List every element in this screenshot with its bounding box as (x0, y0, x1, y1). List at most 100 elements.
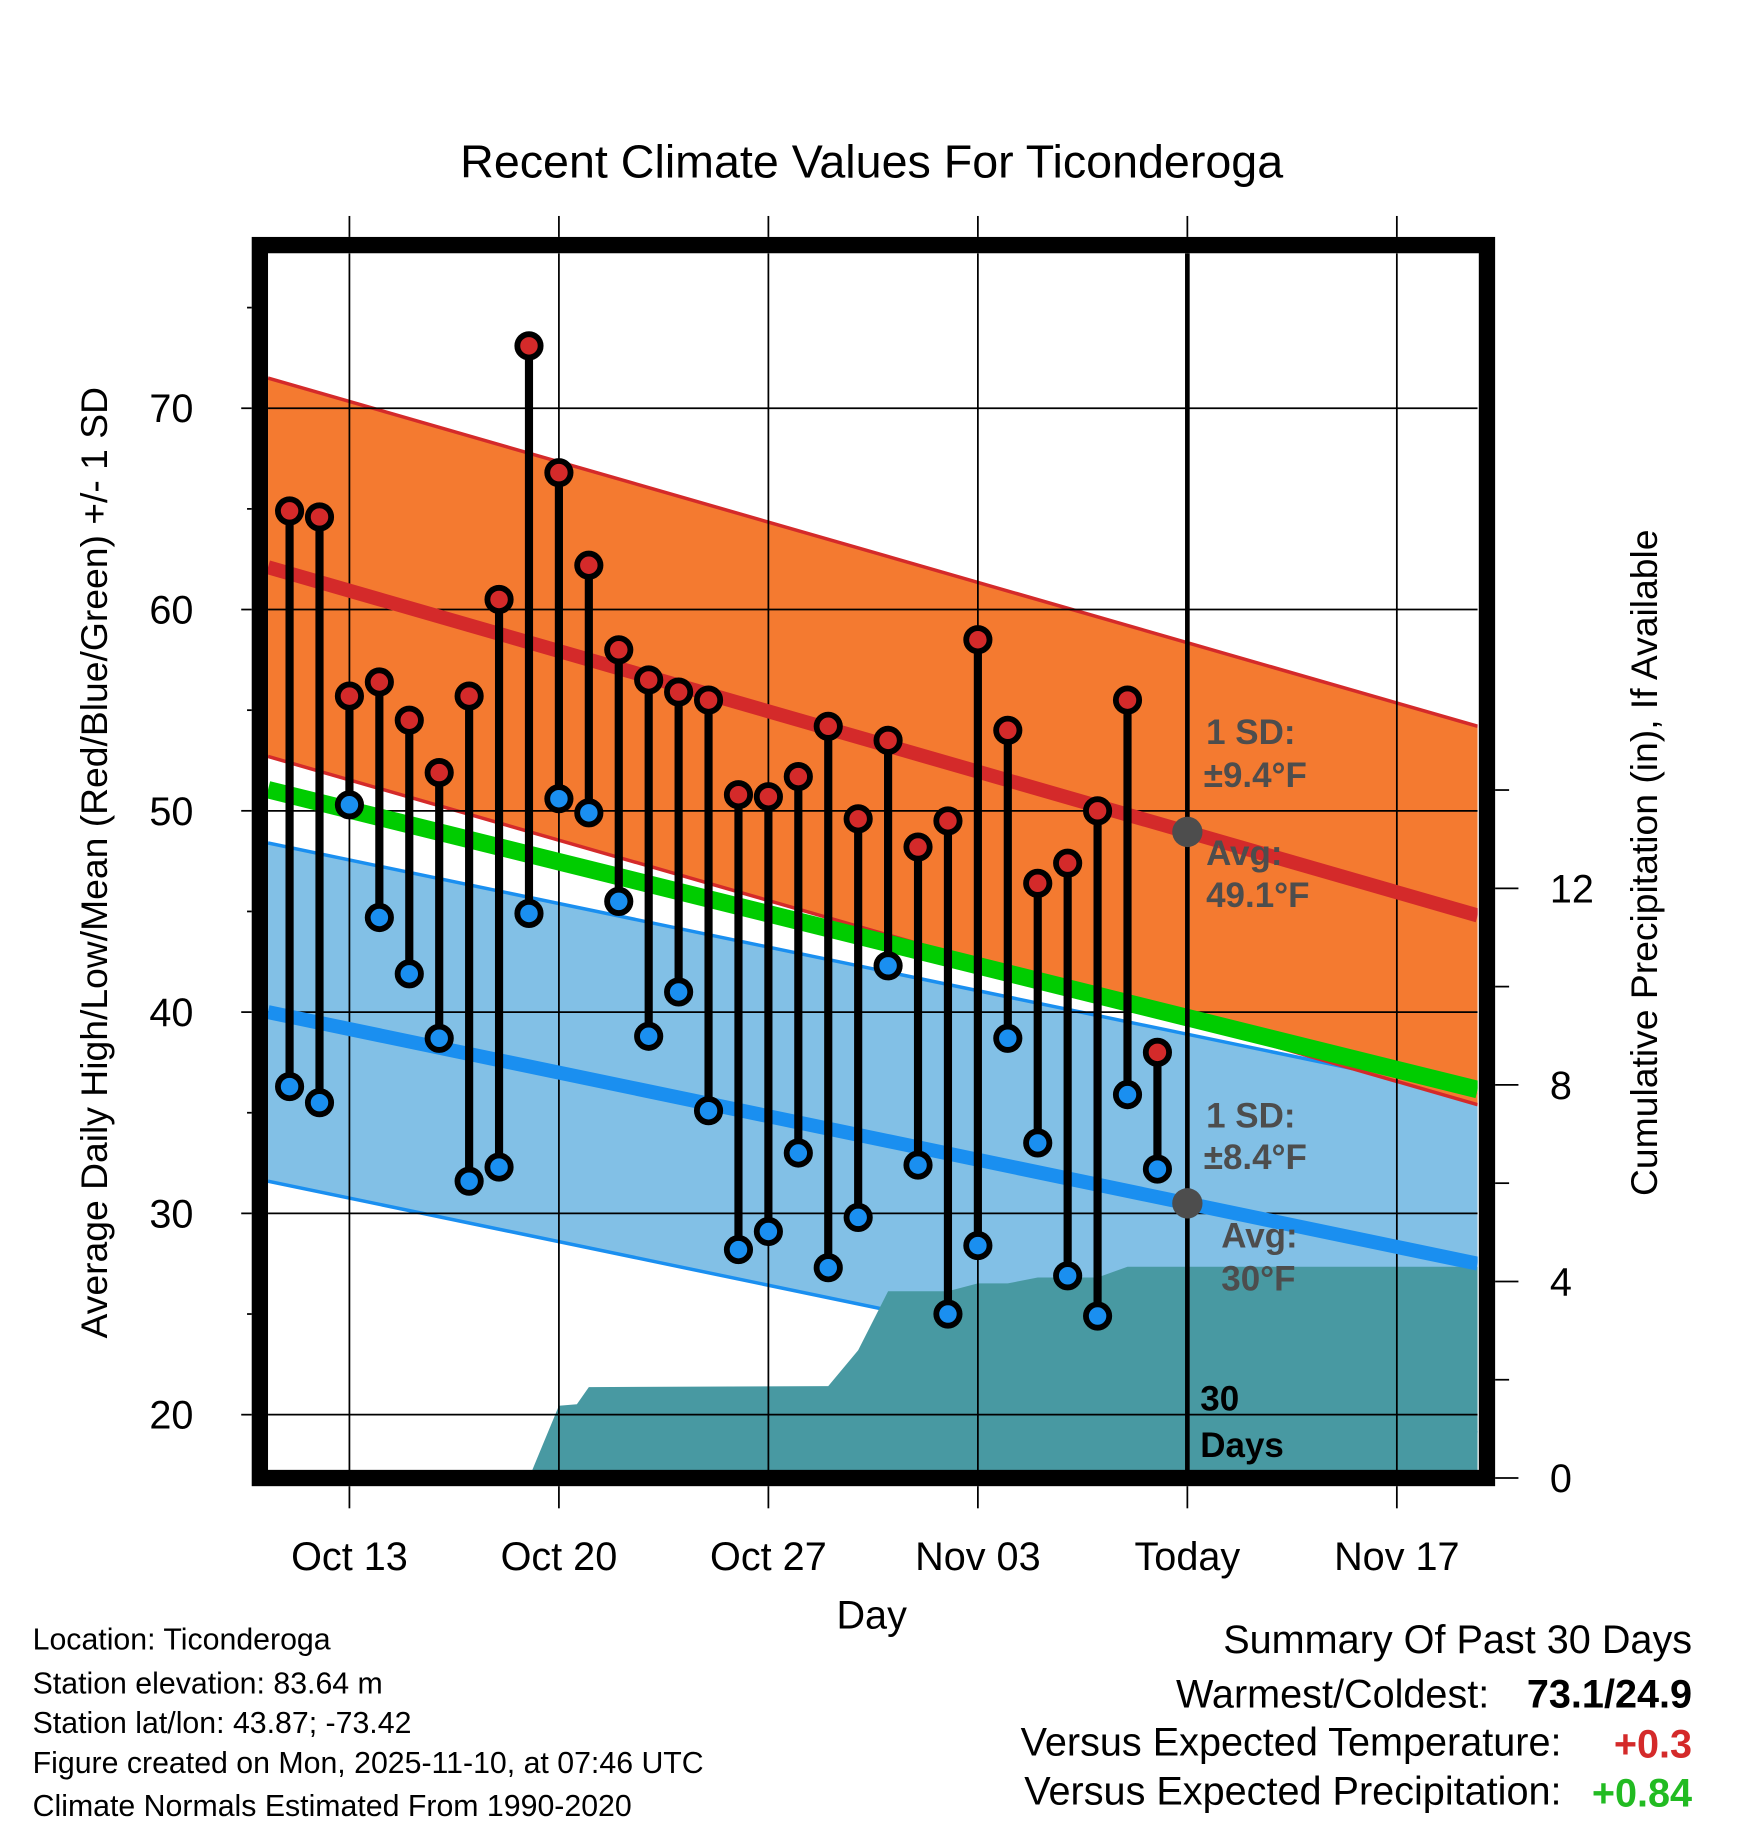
y-tick-label: 30 (149, 1192, 193, 1236)
daily-low-point (813, 1253, 843, 1283)
daily-high-point (634, 665, 664, 695)
y-tick-label: 20 (149, 1394, 193, 1438)
plot-area (268, 253, 1478, 1472)
annotations: 1 SD: ±9.4°F Avg: 49.1°F 1 SD: ±8.4°F Av… (1200, 713, 1309, 1465)
daily-high-point (604, 635, 634, 665)
daily-high-point (1083, 796, 1113, 826)
today-avg-high-marker (1172, 816, 1203, 848)
daily-low-point (574, 798, 604, 828)
daily-low-point (903, 1150, 933, 1180)
daily-high-point (364, 667, 394, 697)
daily-high-point (544, 458, 574, 488)
x-tick-label: Nov 17 (1334, 1535, 1460, 1579)
daily-high-point (1023, 868, 1053, 898)
daily-high-point (1053, 848, 1083, 878)
daily-low-point (544, 784, 574, 814)
x-tick-label: Oct 27 (710, 1535, 827, 1579)
daily-high-point (903, 832, 933, 862)
days-annotation: 30 (1200, 1379, 1239, 1418)
daily-low-point (454, 1166, 484, 1196)
y-right-tick-label: 8 (1550, 1064, 1572, 1108)
daily-low-point (873, 951, 903, 981)
chart-title: Recent Climate Values For Ticonderoga (460, 136, 1283, 188)
daily-high-point (424, 758, 454, 788)
summary: Summary Of Past 30 Days Warmest/Coldest:… (1021, 1618, 1692, 1816)
days-annotation-label: Days (1200, 1426, 1284, 1465)
daily-low-point (933, 1299, 963, 1329)
normals-text: Climate Normals Estimated From 1990-2020 (33, 1790, 632, 1823)
low-avg-annotation: Avg: (1221, 1216, 1297, 1255)
y-right-tick-label: 12 (1550, 867, 1594, 911)
daily-high-point (933, 806, 963, 836)
daily-high-point (484, 584, 514, 615)
y-axis-label: Average Daily High/Low/Mean (Red/Blue/Gr… (73, 387, 115, 1338)
x-tick-label: Oct 20 (501, 1535, 618, 1579)
daily-low-point (963, 1231, 993, 1261)
daily-low-point (993, 1023, 1023, 1053)
y-right-tick-label: 0 (1550, 1457, 1572, 1501)
high-avg-annotation: Avg: (1206, 834, 1282, 873)
y-tick-label: 70 (149, 387, 193, 431)
daily-high-point (693, 685, 724, 715)
daily-high-point (574, 550, 604, 580)
daily-high-point (454, 681, 484, 711)
x-tick-label: Nov 03 (915, 1535, 1041, 1579)
daily-low-point (1023, 1128, 1053, 1158)
daily-high-point (334, 681, 364, 711)
y-tick-label: 50 (149, 790, 193, 834)
high-sd-band-upper-edge (268, 376, 1478, 728)
daily-high-point (813, 711, 843, 741)
daily-low-point (275, 1072, 305, 1102)
today-avg-low-marker (1172, 1188, 1203, 1219)
daily-low-point (664, 977, 694, 1007)
daily-low-point (1142, 1154, 1172, 1184)
station-info: Location: Ticonderoga Station elevation:… (33, 1623, 704, 1823)
low-avg-value: 30°F (1221, 1259, 1295, 1298)
daily-low-point (723, 1235, 754, 1265)
y-right-tick-label: 4 (1550, 1260, 1572, 1304)
avg-high-line (268, 560, 1478, 923)
daily-high-point (275, 496, 305, 526)
daily-low-point (1112, 1080, 1143, 1110)
daily-low-point (1053, 1261, 1083, 1291)
high-sd-annotation: 1 SD: (1206, 713, 1295, 752)
daily-low-point (1083, 1301, 1113, 1331)
temp-value: +0.3 (1614, 1723, 1692, 1767)
daily-high-point (783, 762, 813, 792)
daily-high-point (753, 782, 783, 812)
daily-high-point (723, 780, 754, 810)
daily-high-point (873, 725, 903, 755)
warmest-value: 73.1/24.9 (1527, 1673, 1692, 1717)
axes: 20 30 40 50 60 70 0 4 8 12 Oct 13 Oct 20 Oct 27 Nov 0… (149, 215, 1594, 1579)
daily-low-point (424, 1023, 454, 1053)
daily-low-point (334, 790, 364, 820)
y-tick-label: 40 (149, 991, 193, 1035)
daily-low-point (843, 1202, 873, 1232)
daily-low-point (364, 902, 394, 933)
temp-label: Versus Expected Temperature: (1021, 1720, 1562, 1764)
daily-low-point (394, 959, 424, 989)
low-sd-annotation: 1 SD: (1206, 1096, 1295, 1135)
daily-high-point (1142, 1037, 1172, 1067)
daily-low-point (693, 1096, 724, 1126)
high-sd-value: ±9.4°F (1204, 756, 1307, 795)
daily-high-point (664, 677, 694, 707)
daily-high-point (394, 705, 424, 735)
warmest-label: Warmest/Coldest: (1176, 1673, 1489, 1717)
daily-high-point (963, 625, 993, 655)
daily-high-point (993, 715, 1023, 745)
plot-frame (251, 236, 1496, 1487)
daily-high-point (514, 331, 544, 361)
high-avg-value: 49.1°F (1206, 876, 1309, 915)
summary-title: Summary Of Past 30 Days (1223, 1618, 1692, 1662)
daily-low-point (304, 1088, 335, 1118)
daily-high-point (1112, 685, 1143, 715)
y-axis-right-label: Cumulative Precipitation (in), If Availa… (1623, 529, 1665, 1196)
location-text: Location: Ticonderoga (33, 1623, 331, 1656)
daily-high-point (843, 804, 873, 834)
x-tick-label: Oct 13 (291, 1535, 408, 1579)
precip-value: +0.84 (1592, 1772, 1692, 1816)
y-tick-label: 60 (149, 589, 193, 633)
x-tick-label: Today (1135, 1535, 1241, 1579)
